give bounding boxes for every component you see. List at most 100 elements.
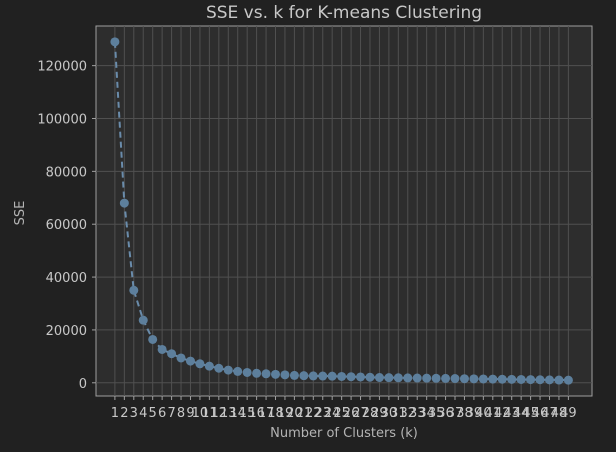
data-point-k40: [478, 374, 488, 384]
data-point-k47: [544, 375, 554, 385]
data-point-k8: [176, 353, 186, 363]
x-tick-label: 24: [324, 406, 341, 421]
x-axis-label: Number of Clusters (k): [270, 426, 418, 441]
data-point-k22: [308, 371, 318, 381]
x-tick-label: 20: [286, 406, 303, 421]
y-axis-label: SSE: [13, 201, 28, 226]
x-tick-label: 39: [466, 406, 483, 421]
data-point-k31: [393, 373, 403, 383]
x-tick-label: 5: [149, 406, 157, 421]
x-tick-label: 19: [277, 406, 294, 421]
x-tick-label: 7: [167, 406, 175, 421]
data-point-k14: [233, 366, 243, 376]
x-tick-label: 8: [177, 406, 185, 421]
grid: [96, 26, 592, 396]
x-tick-label: 27: [352, 406, 369, 421]
x-tick-label: 32: [399, 406, 416, 421]
chart-title: SSE vs. k for K-means Clustering: [206, 3, 482, 23]
x-tick-label: 11: [201, 406, 218, 421]
x-tick-label: 22: [305, 406, 322, 421]
y-tick-label: 0: [79, 377, 87, 392]
data-point-k23: [318, 371, 328, 381]
data-point-k33: [412, 373, 422, 383]
x-tick-label: 1: [111, 406, 119, 421]
x-tick-label: 9: [186, 406, 194, 421]
data-point-k9: [185, 356, 195, 366]
data-point-k49: [563, 375, 573, 385]
x-axis-ticks: 1 2 3 4 5 6 7 8 91011121314151617181920212223242…: [111, 396, 577, 421]
data-point-k32: [403, 373, 413, 383]
data-point-k30: [384, 373, 394, 383]
x-tick-label: 3: [130, 406, 138, 421]
data-point-k11: [204, 361, 214, 371]
data-point-k27: [356, 372, 366, 382]
data-point-k43: [507, 374, 517, 384]
x-tick-label: 31: [390, 406, 407, 421]
data-point-k36: [441, 373, 451, 383]
y-tick-label: 60000: [46, 218, 87, 233]
data-point-k15: [242, 367, 252, 377]
data-point-k44: [516, 374, 526, 384]
data-point-k17: [261, 369, 271, 379]
y-tick-label: 120000: [37, 60, 87, 75]
data-point-k35: [431, 373, 441, 383]
data-point-k24: [327, 371, 337, 381]
data-point-k42: [497, 374, 507, 384]
data-point-k26: [346, 372, 356, 382]
data-point-k16: [252, 368, 262, 378]
x-tick-label: 46: [532, 406, 549, 421]
data-point-k34: [422, 373, 432, 383]
x-tick-label: 13: [220, 406, 237, 421]
x-tick-label: 21: [296, 406, 313, 421]
y-axis-ticks: 0 20000 40000 60000 80000 100000 120000: [37, 60, 96, 392]
x-tick-label: 14: [229, 406, 246, 421]
x-tick-label: 44: [513, 406, 530, 421]
y-tick-label: 40000: [46, 271, 87, 286]
data-point-k37: [450, 374, 460, 384]
x-tick-label: 17: [258, 406, 275, 421]
data-point-k7: [167, 349, 177, 359]
data-point-k28: [365, 372, 375, 382]
x-tick-label: 45: [522, 406, 539, 421]
x-tick-label: 43: [503, 406, 520, 421]
x-tick-label: 2: [120, 406, 128, 421]
x-tick-label: 25: [333, 406, 350, 421]
x-tick-label: 12: [211, 406, 228, 421]
data-point-k2: [119, 198, 129, 208]
data-point-k38: [459, 374, 469, 384]
x-tick-label: 41: [485, 406, 502, 421]
data-point-k41: [488, 374, 498, 384]
x-tick-label: 29: [371, 406, 388, 421]
data-point-k46: [535, 375, 545, 385]
x-tick-label: 18: [267, 406, 284, 421]
x-tick-label: 33: [409, 406, 426, 421]
data-point-k19: [280, 370, 290, 380]
x-tick-label: 42: [494, 406, 511, 421]
x-tick-label: 35: [428, 406, 445, 421]
data-point-k25: [337, 371, 347, 381]
x-tick-label: 30: [381, 406, 398, 421]
data-point-k48: [554, 375, 564, 385]
x-tick-label: 47: [541, 406, 558, 421]
data-point-k12: [214, 363, 224, 373]
x-tick-label: 38: [456, 406, 473, 421]
data-point-k21: [299, 371, 309, 381]
data-point-k5: [148, 334, 158, 344]
plot-area: [95, 25, 593, 397]
data-point-k13: [223, 365, 233, 375]
x-tick-label: 28: [362, 406, 379, 421]
data-point-k6: [157, 344, 167, 354]
x-tick-label: 10: [192, 406, 209, 421]
x-tick-label: 49: [560, 406, 577, 421]
y-tick-label: 100000: [37, 113, 87, 128]
x-tick-label: 4: [139, 406, 147, 421]
x-tick-label: 34: [418, 406, 435, 421]
data-point-k18: [271, 369, 281, 379]
data-point-k20: [289, 370, 299, 380]
data-point-k39: [469, 374, 479, 384]
x-tick-label: 40: [475, 406, 492, 421]
x-tick-label: 16: [248, 406, 265, 421]
x-tick-label: 26: [343, 406, 360, 421]
x-tick-label: 36: [437, 406, 454, 421]
